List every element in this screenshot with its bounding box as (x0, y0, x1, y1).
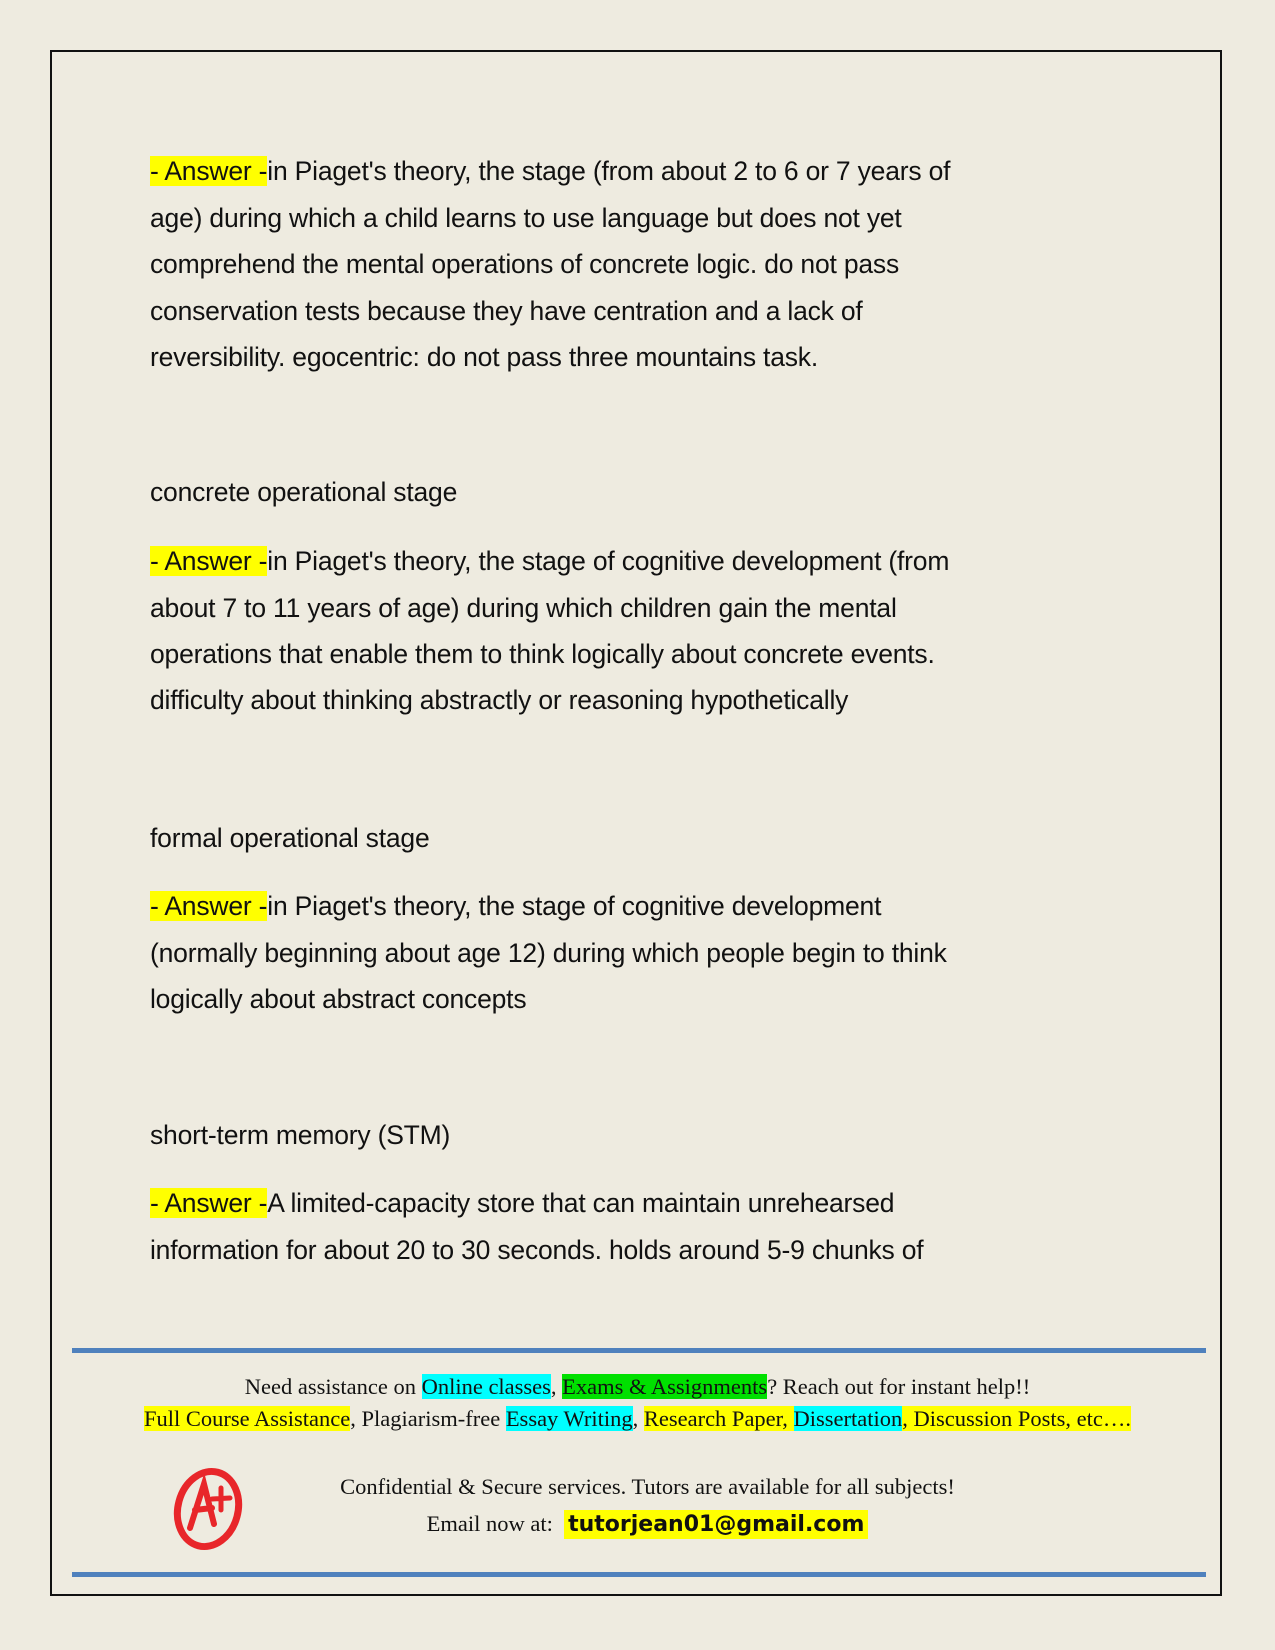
answer-line: about 7 to 11 years of age) during which… (150, 593, 897, 623)
footer-bottom-rule (72, 1572, 1206, 1577)
answer-label: - Answer - (150, 891, 268, 921)
answer-line: logically about abstract concepts (150, 984, 527, 1014)
highlight-essay: Essay Writing (505, 1406, 633, 1431)
a-plus-logo-icon (173, 1467, 243, 1551)
answer-label: - Answer - (150, 156, 268, 186)
footer-text: , Plagiarism-free (350, 1406, 506, 1431)
answer-line: comprehend the mental operations of conc… (150, 249, 900, 279)
answer-line: reversibility. egocentric: do not pass t… (150, 342, 819, 372)
footer-text: Need assistance on (244, 1374, 422, 1399)
answer-line: - Answer -A limited-capacity store that … (150, 1186, 894, 1220)
answer-line: - Answer -in Piaget's theory, the stage … (150, 544, 949, 578)
term-heading: concrete operational stage (150, 477, 458, 507)
term-heading: formal operational stage (150, 823, 430, 853)
answer-line: - Answer -in Piaget's theory, the stage … (150, 889, 881, 923)
footer-text: , (550, 1374, 563, 1399)
answer-line: difficulty about thinking abstractly or … (150, 685, 849, 715)
highlight-dissertation: Dissertation (793, 1406, 903, 1431)
answer-label: - Answer - (150, 546, 268, 576)
answer-line: - Answer -in Piaget's theory, the stage … (150, 154, 951, 188)
answer-line: conservation tests because they have cen… (150, 296, 863, 326)
footer-line-4: Email now at: tutorjean01@gmail.com (10, 1509, 1275, 1540)
footer-text: ? Reach out for instant help!! (767, 1374, 1031, 1399)
answer-line: (normally beginning about age 12) during… (150, 938, 947, 968)
footer-line-3: Confidential & Secure services. Tutors a… (340, 1474, 955, 1499)
answer-text: A limited-capacity store that can mainta… (267, 1188, 895, 1218)
answer-text: in Piaget's theory, the stage (from abou… (267, 156, 951, 186)
answer-label: - Answer - (150, 1188, 268, 1218)
highlight-online-classes: Online classes (421, 1374, 551, 1399)
footer-text: , (632, 1406, 644, 1431)
footer-line-2: Full Course Assistance, Plagiarism-free … (0, 1404, 1275, 1434)
answer-text: in Piaget's theory, the stage of cogniti… (267, 546, 950, 576)
answer-line: operations that enable them to think log… (150, 639, 935, 669)
footer-line-1: Need assistance on Online classes, Exams… (0, 1372, 1275, 1402)
term-heading: short-term memory (STM) (150, 1120, 451, 1150)
highlight-discussion: , Discussion Posts, etc…. (902, 1406, 1132, 1431)
email-label: Email now at: (426, 1511, 553, 1536)
highlight-research: Research Paper, (643, 1406, 794, 1431)
highlight-full-course: Full Course Assistance (143, 1406, 351, 1431)
footer-top-rule (72, 1348, 1206, 1353)
page-border (50, 50, 1222, 1596)
email-link[interactable]: tutorjean01@gmail.com (564, 1510, 869, 1539)
answer-line: age) during which a child learns to use … (150, 203, 902, 233)
highlight-exams: Exams & Assignments (562, 1374, 768, 1399)
answer-line: information for about 20 to 30 seconds. … (150, 1235, 924, 1265)
answer-text: in Piaget's theory, the stage of cogniti… (267, 891, 882, 921)
